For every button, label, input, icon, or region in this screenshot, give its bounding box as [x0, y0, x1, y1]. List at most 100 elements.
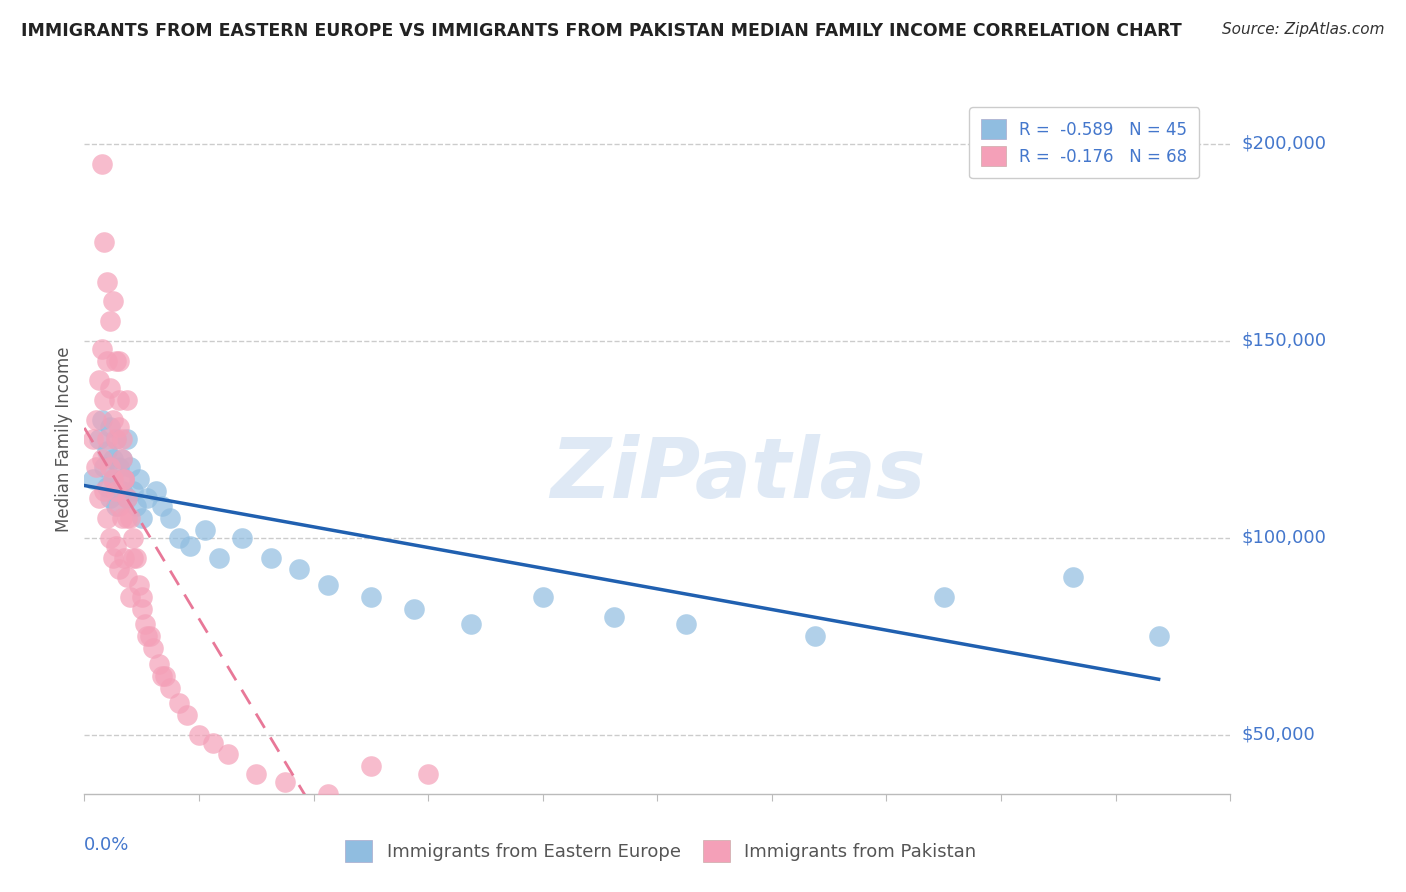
Point: [603, 609, 626, 624]
Point: [128, 578, 150, 592]
Point: [804, 629, 827, 643]
Point: [82, 472, 104, 486]
Point: [96, 432, 118, 446]
Point: [117, 491, 139, 506]
Text: Source: ZipAtlas.com: Source: ZipAtlas.com: [1222, 22, 1385, 37]
Text: IMMIGRANTS FROM EASTERN EUROPE VS IMMIGRANTS FROM PAKISTAN MEDIAN FAMILY INCOME : IMMIGRANTS FROM EASTERN EUROPE VS IMMIGR…: [21, 22, 1182, 40]
Point: [142, 641, 165, 656]
Point: [96, 275, 118, 289]
Point: [167, 696, 190, 710]
Point: [104, 539, 127, 553]
Point: [87, 432, 110, 446]
Point: [145, 483, 167, 498]
Point: [675, 617, 697, 632]
Point: [134, 617, 156, 632]
Point: [96, 353, 118, 368]
Point: [87, 373, 110, 387]
Point: [114, 472, 136, 486]
Point: [104, 432, 127, 446]
Point: [120, 459, 142, 474]
Point: [159, 681, 181, 695]
Point: [131, 511, 153, 525]
Point: [131, 590, 153, 604]
Point: [150, 500, 173, 514]
Point: [176, 708, 198, 723]
Point: [117, 511, 139, 525]
Point: [139, 629, 162, 643]
Point: [98, 459, 121, 474]
Point: [231, 531, 253, 545]
Point: [90, 412, 112, 426]
Point: [107, 353, 129, 368]
Point: [101, 472, 124, 486]
Point: [93, 235, 115, 250]
Point: [107, 459, 129, 474]
Point: [125, 500, 148, 514]
Point: [114, 472, 136, 486]
Text: $200,000: $200,000: [1241, 135, 1326, 153]
Point: [288, 562, 311, 576]
Point: [120, 511, 142, 525]
Point: [159, 511, 181, 525]
Point: [107, 500, 129, 514]
Point: [122, 483, 145, 498]
Point: [274, 775, 297, 789]
Point: [148, 657, 170, 671]
Point: [110, 483, 132, 498]
Point: [202, 736, 225, 750]
Point: [114, 550, 136, 565]
Legend: R =  -0.589   N = 45, R =  -0.176   N = 68: R = -0.589 N = 45, R = -0.176 N = 68: [969, 107, 1199, 178]
Point: [179, 539, 201, 553]
Point: [194, 523, 217, 537]
Text: $150,000: $150,000: [1241, 332, 1326, 350]
Point: [96, 480, 118, 494]
Point: [128, 472, 150, 486]
Point: [120, 590, 142, 604]
Point: [82, 432, 104, 446]
Point: [107, 420, 129, 434]
Point: [93, 459, 115, 474]
Point: [101, 472, 124, 486]
Point: [93, 392, 115, 407]
Point: [122, 531, 145, 545]
Text: ZiPatlas: ZiPatlas: [550, 434, 925, 516]
Point: [117, 432, 139, 446]
Point: [360, 590, 382, 604]
Point: [316, 787, 339, 801]
Point: [1062, 570, 1084, 584]
Point: [117, 491, 139, 506]
Point: [125, 550, 148, 565]
Point: [110, 511, 132, 525]
Point: [153, 669, 176, 683]
Point: [107, 562, 129, 576]
Text: 0.0%: 0.0%: [84, 837, 129, 855]
Point: [98, 420, 121, 434]
Point: [90, 156, 112, 170]
Point: [114, 472, 136, 486]
Point: [217, 747, 239, 762]
Point: [110, 452, 132, 467]
Text: $100,000: $100,000: [1241, 529, 1326, 547]
Point: [167, 531, 190, 545]
Point: [418, 767, 440, 781]
Point: [245, 767, 267, 781]
Point: [316, 578, 339, 592]
Point: [208, 550, 231, 565]
Point: [93, 483, 115, 498]
Point: [360, 759, 382, 773]
Point: [259, 550, 281, 565]
Point: [104, 500, 127, 514]
Point: [101, 550, 124, 565]
Point: [90, 342, 112, 356]
Point: [84, 459, 107, 474]
Point: [136, 491, 159, 506]
Point: [136, 629, 159, 643]
Point: [1147, 629, 1170, 643]
Point: [84, 412, 107, 426]
Point: [101, 294, 124, 309]
Point: [104, 353, 127, 368]
Point: [96, 511, 118, 525]
Point: [107, 392, 129, 407]
Point: [104, 432, 127, 446]
Point: [117, 392, 139, 407]
